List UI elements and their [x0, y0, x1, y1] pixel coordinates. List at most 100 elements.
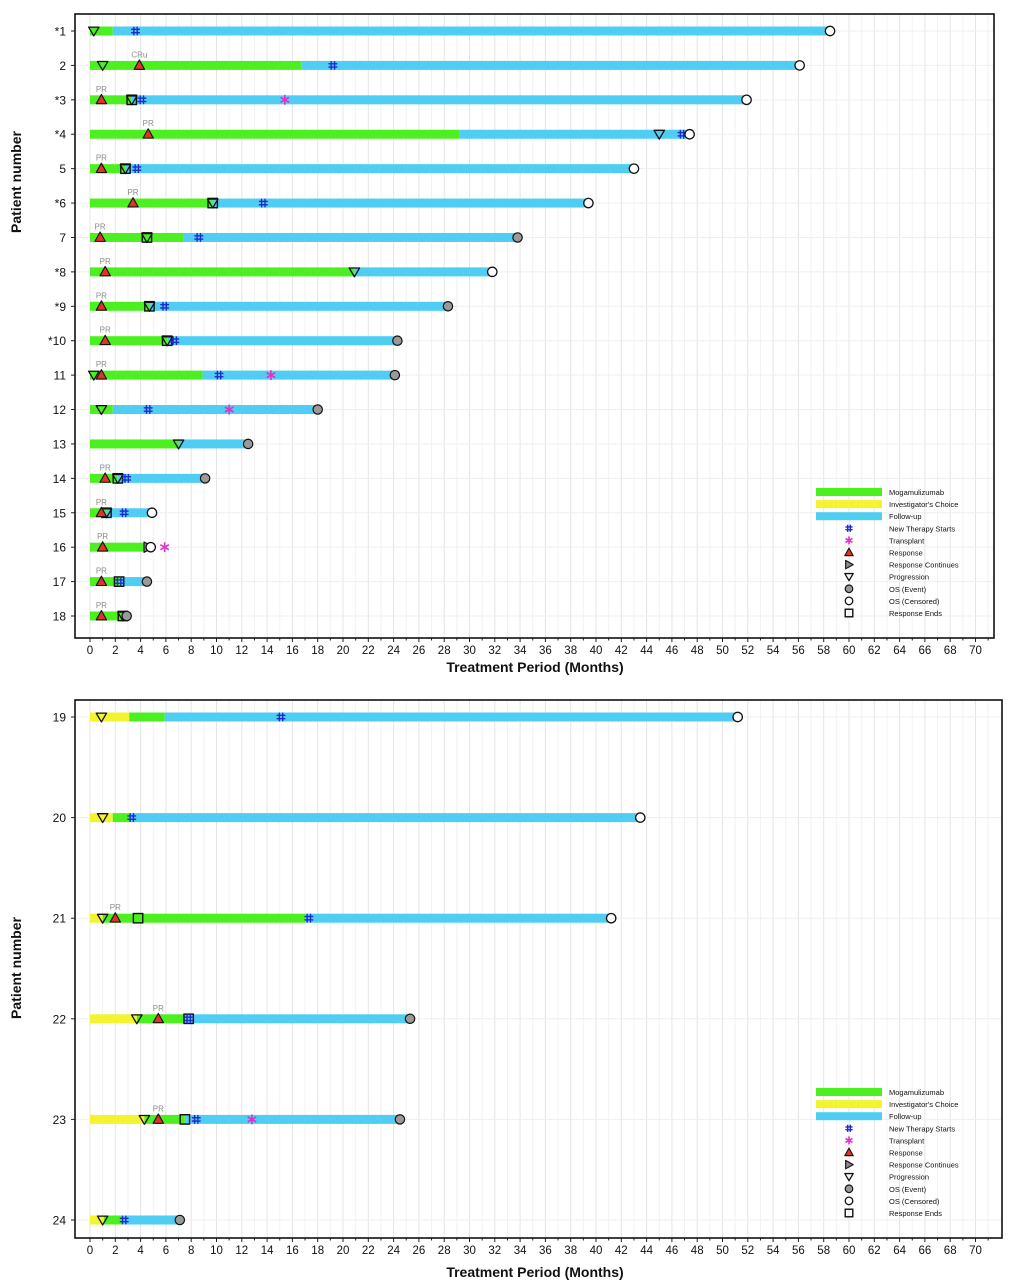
progression-marker [141, 232, 153, 244]
x-tick-label: 66 [919, 1245, 932, 1257]
response-label: PR [96, 567, 107, 576]
patient-id-label: 13 [53, 437, 67, 451]
x-tick-label: 34 [514, 1245, 527, 1257]
legend-label: Progression [889, 573, 929, 582]
x-tick-label: 32 [488, 1245, 501, 1257]
patient-row: PR [90, 291, 454, 312]
x-tick-label: 6 [163, 1245, 169, 1257]
bar-segment-investigators-choice [90, 1114, 145, 1124]
progression-marker [119, 164, 132, 175]
patient-id-label: *1 [55, 25, 67, 39]
x-tick-label: 4 [137, 1245, 144, 1257]
legend-label: Response [889, 1149, 923, 1158]
legend-label: Follow-up [889, 1112, 922, 1121]
x-tick-label: 8 [188, 645, 194, 657]
new-therapy-marker [191, 1114, 201, 1124]
response-marker [152, 1113, 165, 1124]
patient-row: PR [90, 119, 695, 140]
patient-id-label: 12 [53, 403, 67, 417]
legend-label: OS (Event) [889, 1185, 927, 1194]
x-tick-label: 14 [261, 645, 274, 657]
response-ends-marker [183, 1013, 195, 1025]
x-tick-label: 30 [463, 1245, 476, 1257]
response-marker [152, 1012, 165, 1024]
legend-label: Follow-up [889, 512, 922, 521]
x-tick-label: 6 [163, 645, 169, 657]
legend: Mogamulizumab Investigator's Choice Follow… [816, 488, 959, 618]
transplant-stroke [280, 96, 290, 103]
response-label: PR [153, 1004, 164, 1013]
bar-segment-follow-up [301, 60, 800, 70]
new-therapy-marker [137, 95, 147, 105]
transplant-stroke [266, 371, 276, 379]
new-therapy-marker [214, 370, 224, 380]
response-label: PR [96, 360, 107, 369]
response-label: PR [96, 154, 107, 163]
bar-segment-follow-up [178, 439, 249, 449]
bar-segment-mogamulizumab [90, 611, 123, 621]
legend-label: OS (Censored) [889, 597, 940, 606]
x-tick-label: 40 [590, 1245, 603, 1257]
patient-id-label: 15 [53, 506, 67, 520]
progression-marker [172, 439, 185, 450]
patient-row [87, 25, 836, 37]
response-label: PR [96, 601, 107, 610]
progression-marker [111, 473, 124, 484]
patient-row: PR [90, 498, 158, 519]
bar-segment-investigators-choice [90, 1215, 104, 1225]
bar-segment-follow-up [129, 813, 641, 823]
os-censored-marker [145, 541, 157, 553]
x-tick-label: 18 [311, 645, 324, 657]
response-marker [94, 231, 106, 242]
x-tick-label: 58 [817, 1245, 830, 1257]
bar-segment-follow-up [202, 370, 395, 380]
x-tick-label: 10 [210, 645, 223, 657]
bar-segment-investigators-choice [90, 712, 130, 722]
os-censored-marker [605, 912, 617, 924]
new-therapy-marker [258, 198, 268, 208]
progression-marker [206, 198, 219, 209]
os-event-marker [442, 301, 454, 312]
legend-label: Transplant [889, 536, 925, 545]
patient-row: PR [90, 601, 132, 622]
x-tick-label: 16 [286, 1245, 299, 1257]
x-tick-label: 36 [539, 645, 552, 657]
bar-segment-follow-up [167, 336, 398, 346]
patient-row [90, 711, 744, 723]
patient-id-label: 17 [53, 575, 67, 589]
x-tick-label: 70 [969, 1245, 982, 1257]
x-tick-label: 2 [112, 1245, 118, 1257]
new-therapy-marker [127, 813, 137, 823]
new-therapy-marker [114, 577, 124, 587]
x-tick-label: 36 [539, 1245, 552, 1257]
response-label: CRu [131, 50, 147, 59]
patient-row: PR [90, 188, 594, 209]
os-event-marker [199, 473, 211, 484]
os-event-marker [512, 232, 523, 243]
x-tick-label: 68 [944, 1245, 957, 1257]
transplant-marker [247, 1114, 257, 1125]
plot-frame [74, 699, 1003, 1239]
plot-area [75, 14, 994, 638]
x-tick-label: 34 [514, 645, 527, 657]
os-event-marker [121, 610, 132, 622]
transplant-marker [280, 94, 290, 105]
x-tick-label: 60 [843, 645, 856, 657]
progression-marker [348, 267, 361, 278]
x-tick-label: 18 [311, 1245, 324, 1257]
response-marker [99, 472, 111, 483]
x-tick-label: 26 [413, 645, 426, 657]
x-tick-label: 28 [438, 1245, 451, 1257]
response-marker [96, 541, 109, 552]
x-tick-label: 42 [615, 1245, 628, 1257]
legend-label: Transplant [889, 1136, 925, 1145]
x-tick-label: 26 [413, 1245, 426, 1257]
os-event-marker [844, 1184, 854, 1194]
patient-id-label: 5 [59, 162, 66, 176]
x-tick-label: 8 [188, 1245, 194, 1257]
legend-label: OS (Event) [889, 585, 927, 594]
bar-segment-follow-up [305, 913, 612, 923]
legend-label: OS (Censored) [889, 1197, 940, 1206]
bar-segment-investigators-choice [90, 1014, 137, 1024]
